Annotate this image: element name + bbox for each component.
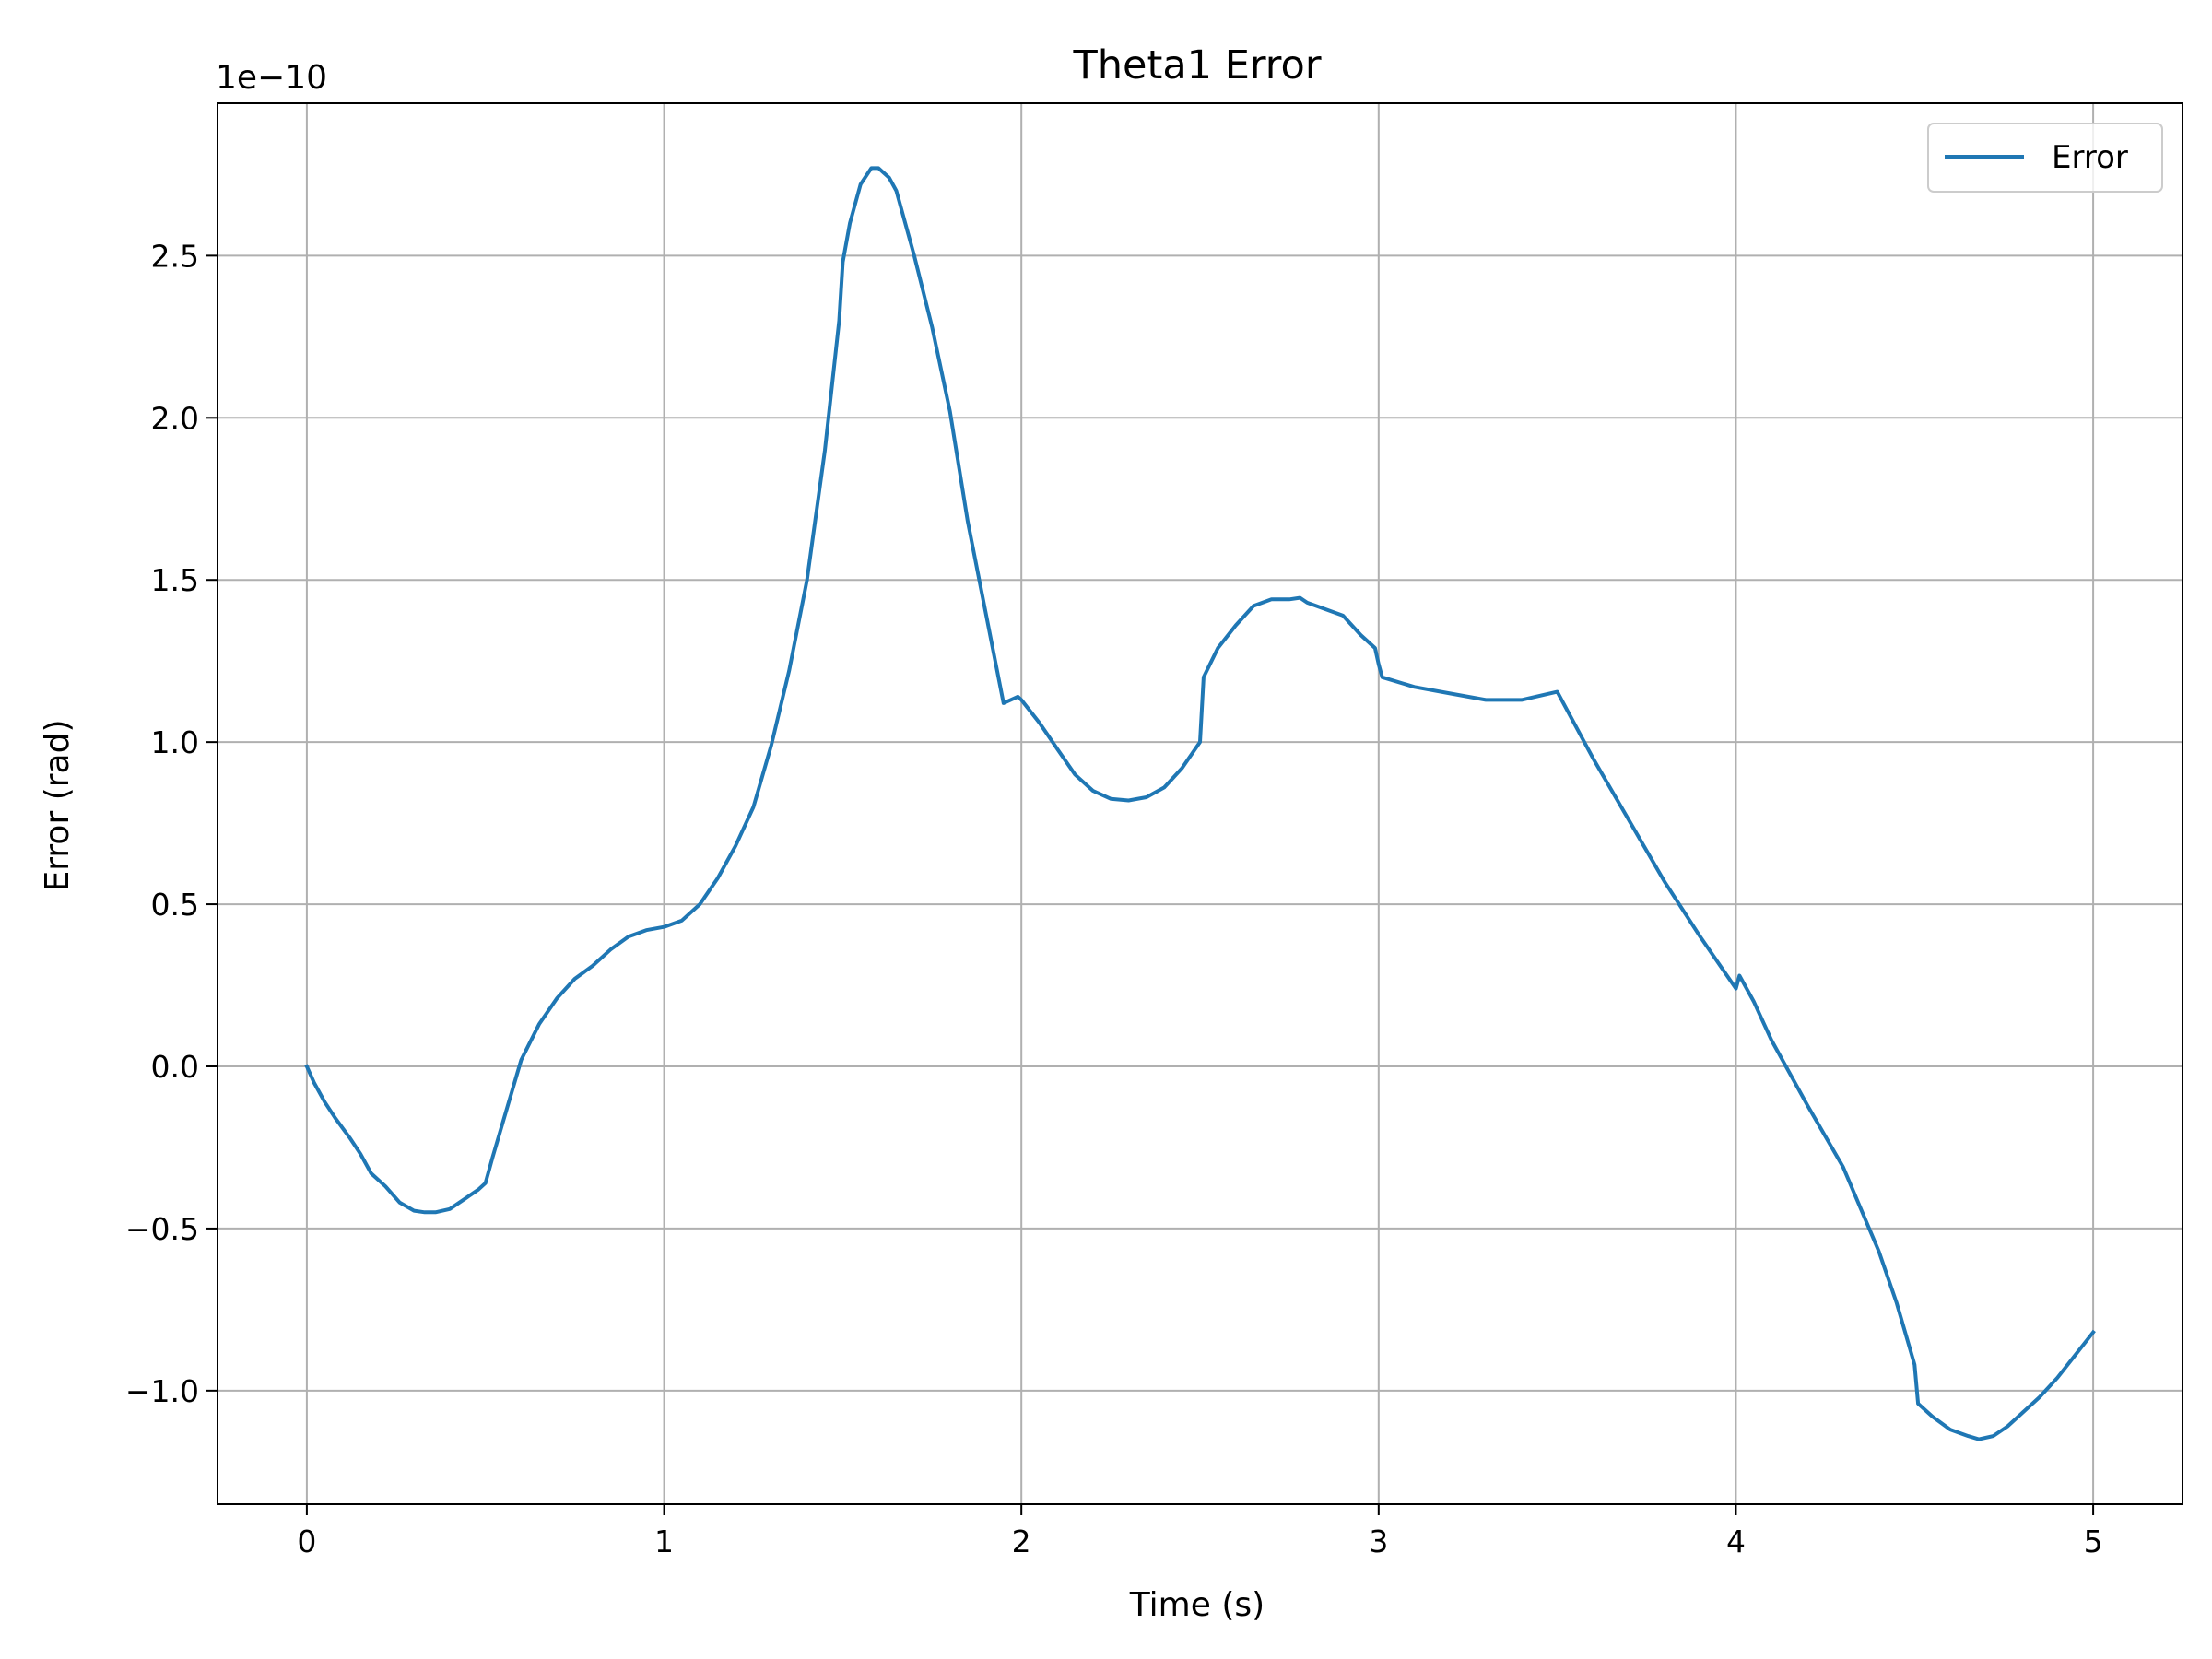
y-tick-label: 0.0	[151, 1049, 199, 1085]
x-tick-label: 3	[1369, 1524, 1388, 1559]
x-axis-label: Time (s)	[1129, 1586, 1265, 1624]
legend-box	[1927, 123, 2163, 193]
y-tick-label: −1.0	[125, 1373, 199, 1409]
y-axis-label: Error (rad)	[39, 720, 76, 892]
grid	[218, 103, 2183, 1504]
series-line-error	[304, 166, 2096, 1441]
y-tick-label: −0.5	[125, 1211, 199, 1247]
y-tick-label: 1.0	[151, 724, 199, 760]
y-axis-ticks: −1.0 −0.5 0.0 0.5 1.0 1.5 2.0 2.5	[125, 238, 218, 1409]
x-tick-label: 1	[654, 1524, 674, 1559]
y-tick-label: 1.5	[151, 562, 199, 598]
x-tick-label: 4	[1726, 1524, 1746, 1559]
y-tick-label: 2.0	[151, 400, 199, 436]
plot-frame	[217, 102, 2183, 1505]
series-layer	[304, 166, 2096, 1441]
y-tick-label: 2.5	[151, 238, 199, 274]
y-axis-offset-label: 1e−10	[216, 59, 327, 97]
legend: Error	[1927, 123, 2163, 193]
x-tick-label: 5	[2084, 1524, 2103, 1559]
y-tick-label: 0.5	[151, 887, 199, 923]
chart-title: Theta1 Error	[1072, 42, 1321, 88]
x-tick-label: 0	[297, 1524, 316, 1559]
legend-entry-error: Error	[2052, 139, 2128, 176]
x-tick-label: 2	[1012, 1524, 1031, 1559]
x-axis-ticks: 0 1 2 3 4 5	[297, 1504, 2103, 1559]
